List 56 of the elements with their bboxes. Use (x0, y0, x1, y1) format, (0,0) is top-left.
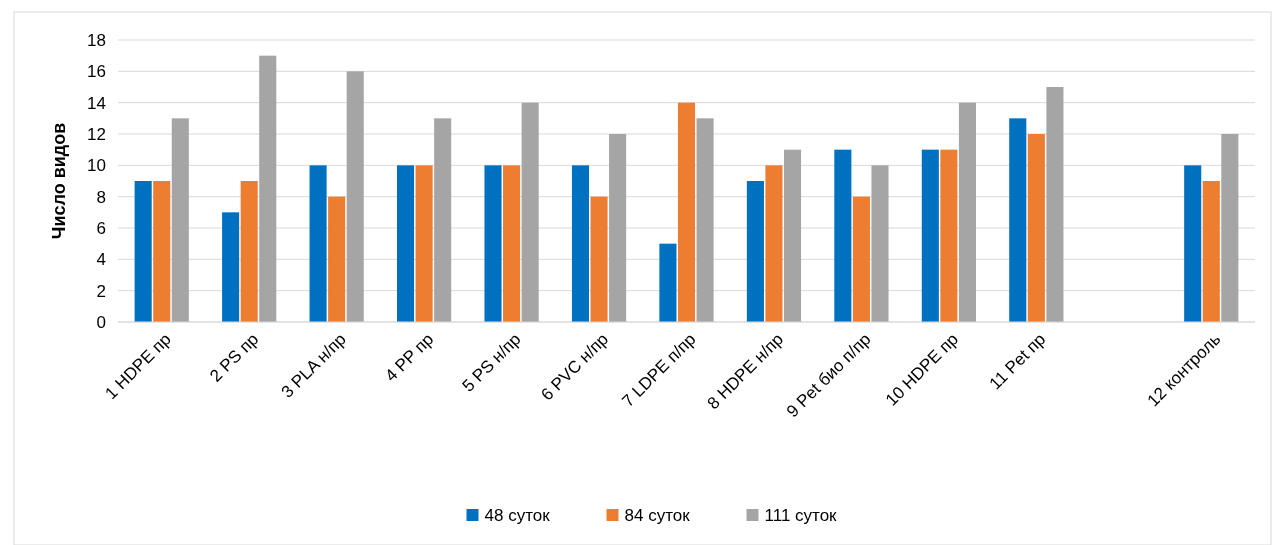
bar (1202, 181, 1220, 322)
bar (434, 118, 452, 322)
bar (659, 243, 677, 322)
y-tick-label: 18 (87, 30, 106, 50)
y-tick-label: 10 (87, 156, 106, 176)
bar (222, 212, 240, 322)
bar (521, 102, 539, 322)
bar (1221, 134, 1239, 322)
bar (940, 149, 958, 322)
x-tick-label: 4 PP пр (381, 329, 438, 386)
bar (783, 149, 802, 322)
bar (153, 181, 171, 322)
bar (571, 165, 590, 322)
bar (397, 165, 415, 322)
bar (328, 196, 346, 322)
legend-label: 48 суток (484, 505, 551, 525)
y-tick-label: 0 (96, 312, 106, 332)
legend-label: 84 суток (624, 505, 691, 525)
y-tick-label: 2 (96, 281, 106, 301)
x-tick-label: 2 PS пр (206, 329, 263, 386)
bar (503, 165, 521, 322)
y-tick-label: 16 (87, 62, 106, 82)
bar (1046, 87, 1064, 322)
bar (590, 196, 608, 322)
bar (852, 196, 870, 322)
y-tick-label: 4 (96, 250, 106, 270)
bar (309, 165, 327, 322)
bar (134, 181, 152, 322)
bar (1184, 165, 1202, 322)
bar (677, 102, 696, 322)
bar (346, 71, 364, 322)
y-tick-label: 12 (87, 124, 106, 144)
bar (415, 165, 433, 322)
bar (484, 165, 502, 322)
y-tick-label: 14 (87, 93, 106, 113)
bar (696, 118, 714, 322)
y-axis-title: Число видов (49, 122, 69, 240)
x-tick-label: 11 Pet пр (985, 329, 1050, 394)
bar (871, 165, 889, 322)
bar (259, 55, 277, 322)
legend-label: 111 суток (764, 505, 838, 525)
bar (958, 102, 976, 322)
bar (921, 149, 939, 322)
x-tick-label: 9 Pet био п/пр (782, 329, 875, 422)
x-tick-label: 5 PS н/пр (458, 329, 525, 396)
bar (609, 134, 627, 322)
x-tick-label: 3 PLA н/пр (277, 329, 350, 402)
bar (765, 165, 783, 322)
bar (746, 181, 764, 322)
bar (1027, 134, 1045, 322)
y-tick-label: 6 (96, 218, 106, 238)
bar (171, 118, 189, 322)
bar (240, 181, 258, 322)
bar (834, 149, 852, 322)
bar (1009, 118, 1027, 322)
y-tick-label: 8 (96, 187, 106, 207)
